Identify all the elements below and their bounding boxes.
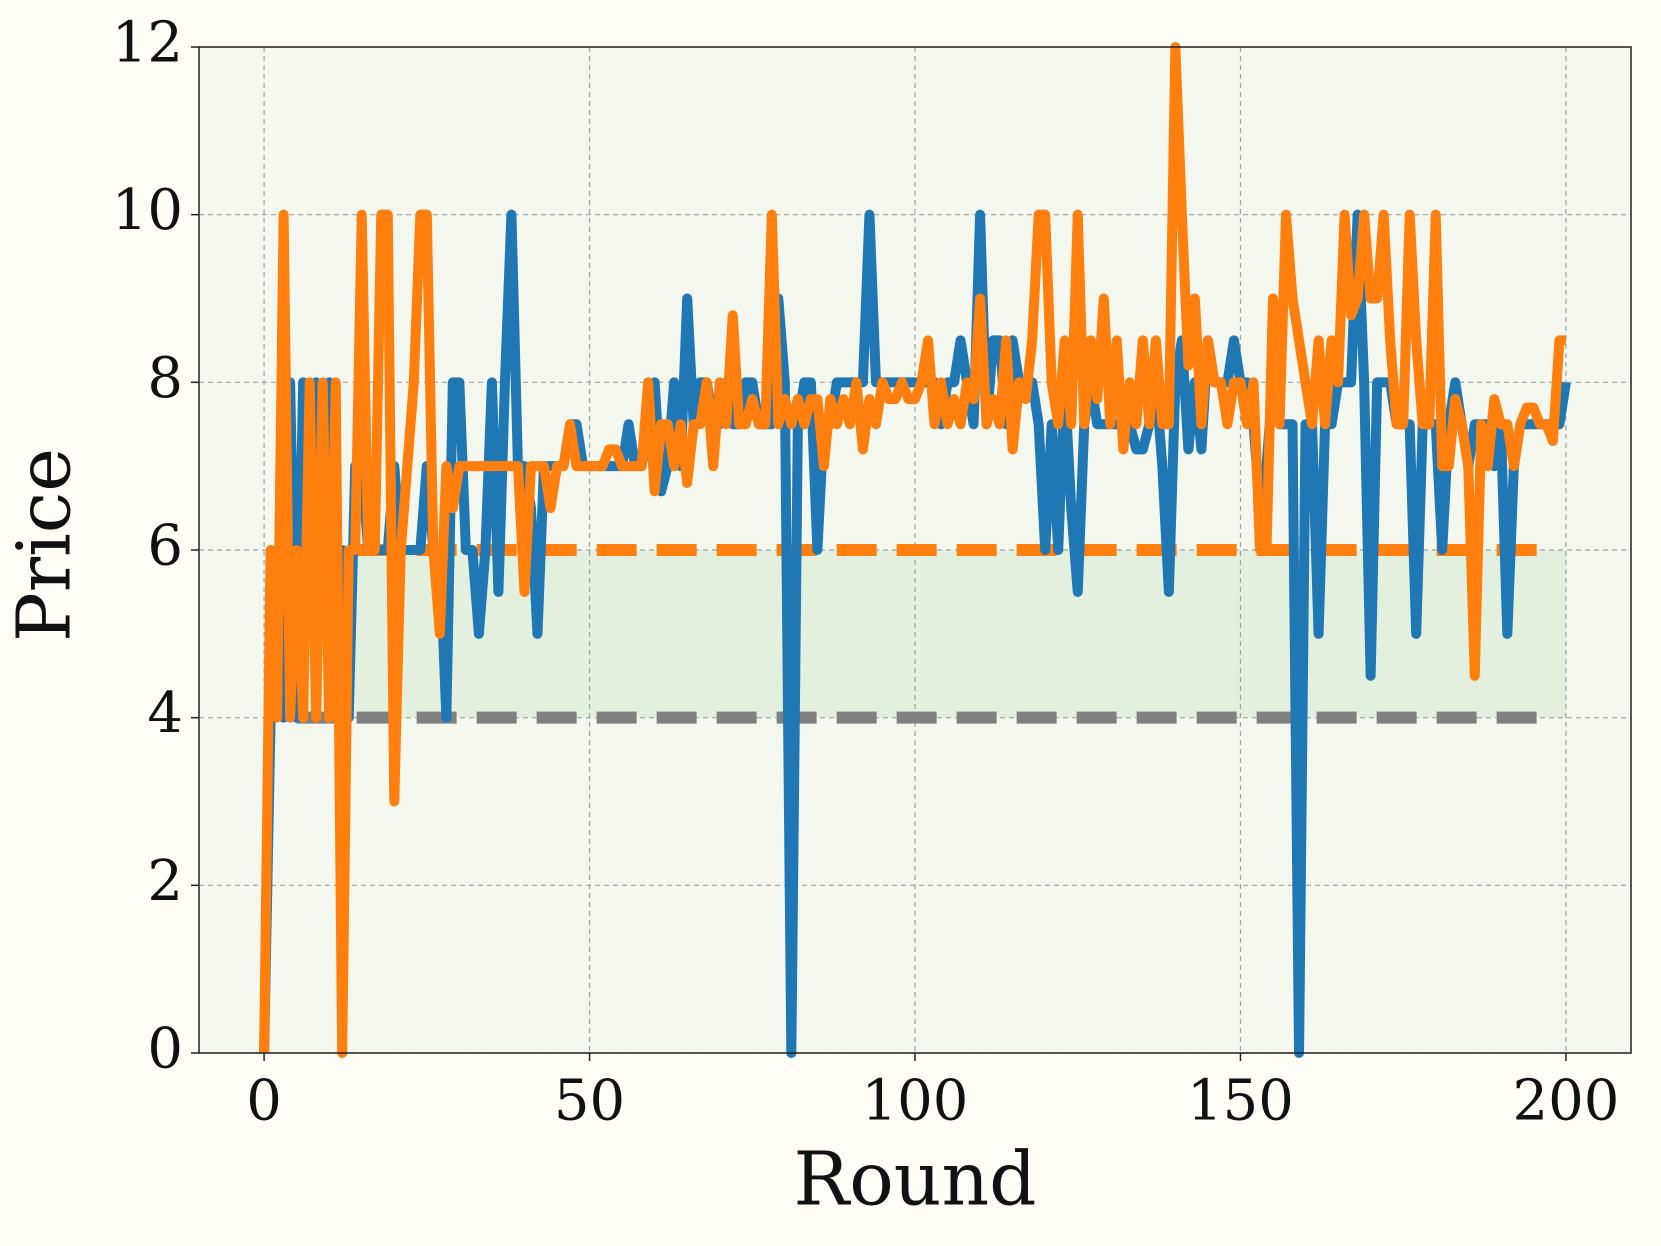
series-layer: [259, 42, 1571, 1058]
x-tick-label: 150: [1187, 1069, 1294, 1134]
x-tick-label: 0: [246, 1069, 282, 1134]
y-tick-label: 4: [147, 681, 183, 746]
y-tick-label: 6: [147, 514, 183, 579]
x-tick-label: 200: [1512, 1069, 1619, 1134]
y-tick-label: 2: [147, 849, 183, 914]
tick-layer: 0 50 100 150 200 0 2 4 6 8 10 12: [112, 11, 1620, 1134]
shaded-band: [277, 550, 1566, 718]
x-axis-label: Round: [794, 1136, 1037, 1222]
x-tick-label: 50: [554, 1069, 625, 1134]
y-tick-label: 10: [112, 178, 183, 243]
x-tick-label: 100: [862, 1069, 969, 1134]
series-line: [259, 42, 1566, 1058]
y-tick-label: 8: [147, 346, 183, 411]
reference-lines: [296, 544, 1547, 724]
y-axis-label: Price: [1, 448, 87, 642]
y-tick-label: 0: [147, 1017, 183, 1082]
series-line: [259, 209, 1571, 1058]
band-layer: [277, 550, 1566, 718]
y-tick-label: 12: [112, 11, 183, 76]
